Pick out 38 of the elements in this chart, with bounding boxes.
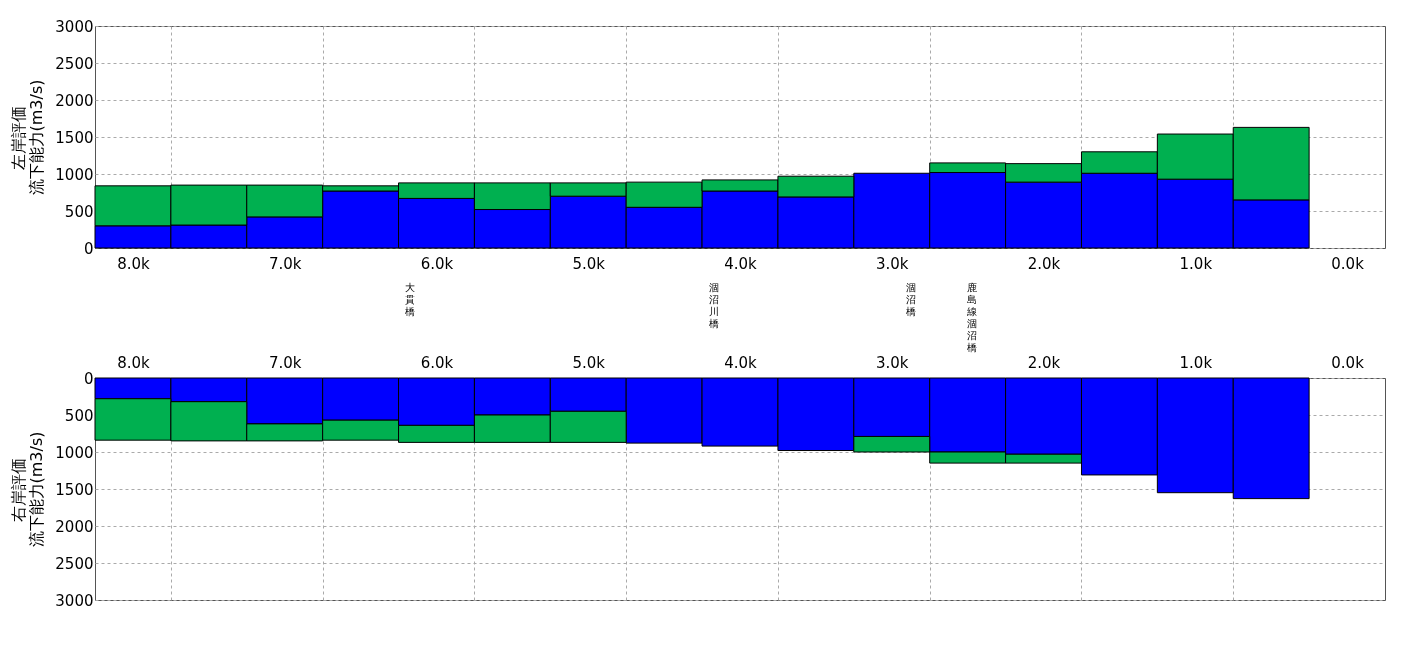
text: 涸沼川橋 <box>709 282 719 329</box>
x-tick-label: 2.0k <box>1027 254 1061 273</box>
y-tick-label: 0 <box>83 239 94 258</box>
x-tick-label: 0.0k <box>1331 254 1365 273</box>
x-tick-label: 7.0k <box>268 254 302 273</box>
y-tick-label: 3000 <box>55 17 94 36</box>
y-axis-title: 左岸評価流下能力(m3/s) <box>9 79 47 196</box>
y-tick-label: 2500 <box>55 554 94 573</box>
text: 鹿島線涸沼橋 <box>966 282 977 353</box>
text: 大貫橋 <box>405 282 415 317</box>
x-tick-label: 0.0k <box>1331 353 1365 372</box>
text: 涸沼橋 <box>906 282 916 317</box>
x-tick-label: 5.0k <box>572 353 606 372</box>
x-tick-label: 3.0k <box>875 353 909 372</box>
x-tick-label: 4.0k <box>724 353 758 372</box>
x-tick-label: 6.0k <box>420 254 454 273</box>
x-tick-label: 4.0k <box>724 254 758 273</box>
x-tick-label: 2.0k <box>1027 353 1061 372</box>
y-tick-label: 3000 <box>55 591 94 610</box>
y-tick-label: 500 <box>64 406 94 425</box>
x-tick-label: 1.0k <box>1179 254 1213 273</box>
y-tick-label: 1500 <box>55 128 94 147</box>
x-tick-label: 3.0k <box>875 254 909 273</box>
y-tick-label: 1000 <box>55 443 94 462</box>
y-tick-label: 1500 <box>55 480 94 499</box>
y-tick-label: 2000 <box>55 517 94 536</box>
y-tick-label: 2500 <box>55 54 94 73</box>
y-tick-label: 0 <box>83 369 94 388</box>
x-tick-label: 1.0k <box>1179 353 1213 372</box>
x-tick-label: 5.0k <box>572 254 606 273</box>
x-tick-label: 8.0k <box>117 254 151 273</box>
x-tick-label: 6.0k <box>420 353 454 372</box>
y-tick-label: 2000 <box>55 91 94 110</box>
y-tick-label: 1000 <box>55 165 94 184</box>
y-axis-title: 右岸評価流下能力(m3/s) <box>9 431 47 548</box>
y-tick-label: 500 <box>64 202 94 221</box>
x-tick-label: 8.0k <box>117 353 151 372</box>
x-tick-label: 7.0k <box>268 353 302 372</box>
